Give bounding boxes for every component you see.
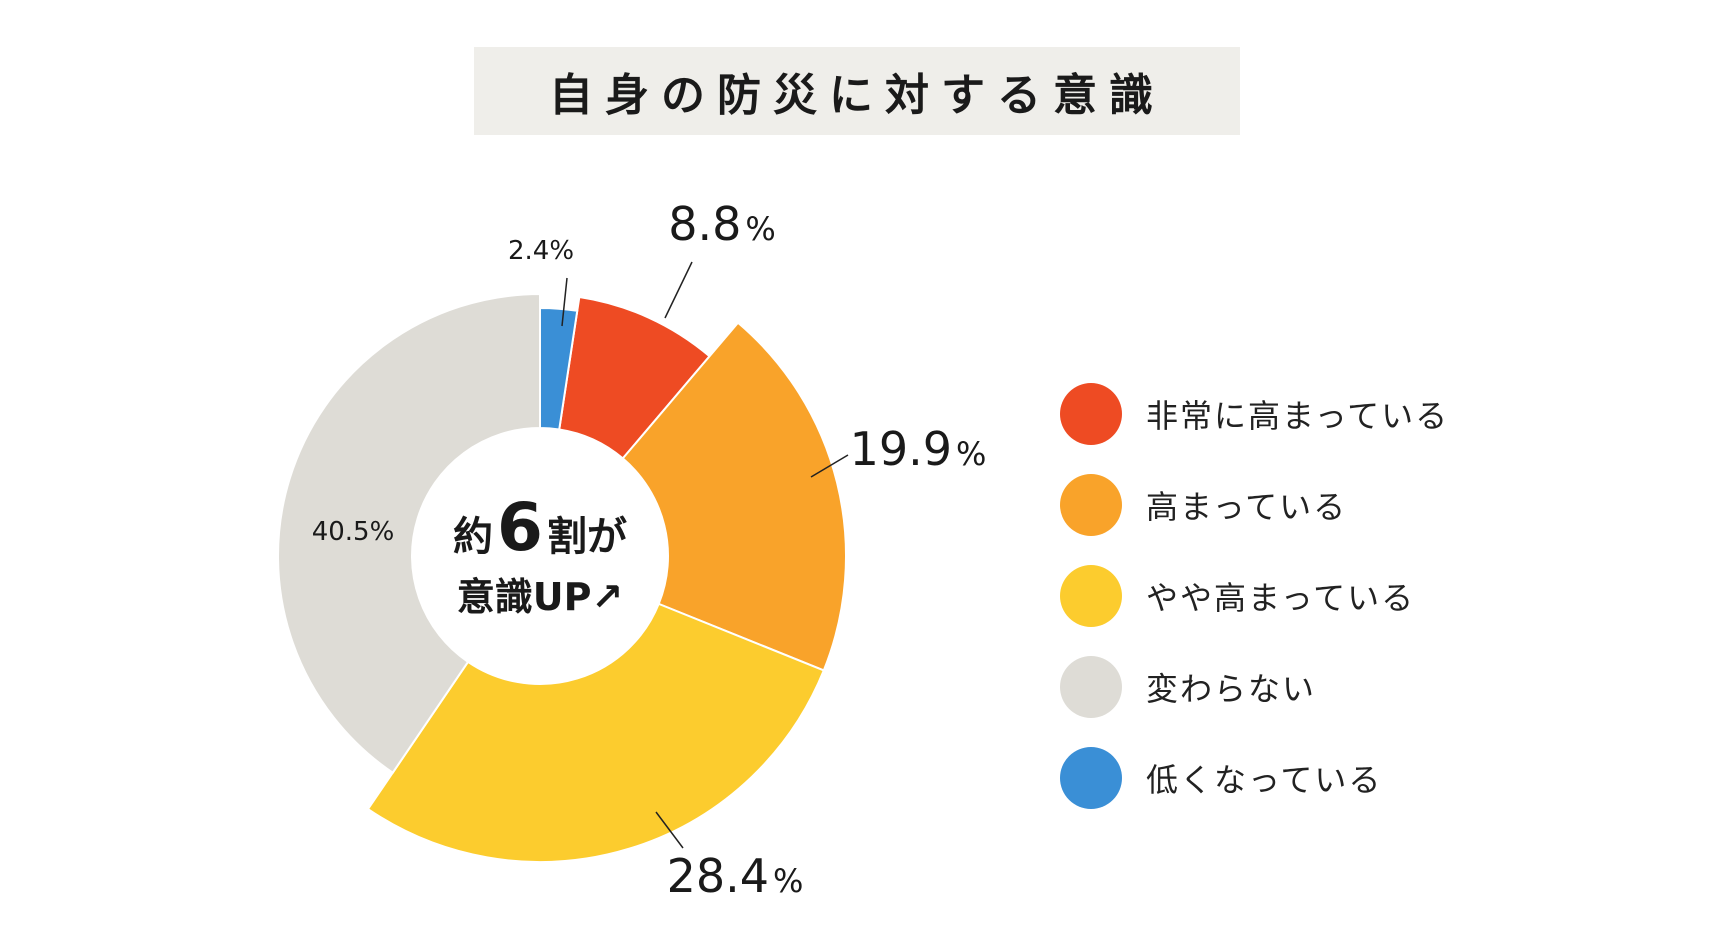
data-label: 19.9% <box>850 422 987 476</box>
center-text-prefix: 約 <box>453 514 493 560</box>
data-label-unit: % <box>956 435 986 473</box>
legend-label: 非常に高まっている <box>1146 396 1450 435</box>
legend-item: 変わらない <box>1060 641 1449 732</box>
data-label-value: 28.4 <box>667 849 769 903</box>
data-label: 8.8% <box>668 197 776 251</box>
legend-swatch <box>1060 473 1122 536</box>
data-label: 28.4% <box>667 849 804 903</box>
legend-item: 高まっている <box>1060 459 1449 550</box>
data-label: 2.4% <box>508 236 574 266</box>
legend-item: やや高まっている <box>1060 550 1449 641</box>
center-text-suffix: 割が <box>547 514 627 560</box>
legend: 非常に高まっている 高まっているやや高まっている 変わらない低くなっている <box>1060 368 1449 823</box>
legend-item: 非常に高まっている <box>1060 368 1449 459</box>
data-label: 40.5% <box>312 517 395 547</box>
center-text-line2: 意識UP↗ <box>457 575 624 619</box>
leader-line <box>655 811 684 849</box>
data-label-value: 40.5% <box>312 517 395 547</box>
legend-label: 変わらない <box>1146 669 1317 708</box>
legend-swatch <box>1060 564 1122 627</box>
leader-line <box>664 261 693 319</box>
chart-title: 自身の防災に対する意識 <box>549 70 1165 121</box>
legend-item: 低くなっている <box>1060 732 1449 823</box>
legend-swatch <box>1060 746 1122 809</box>
data-label-unit: % <box>773 862 803 900</box>
leader-line <box>561 277 568 327</box>
donut-hole <box>412 428 668 684</box>
center-text-line1: 約6 割が <box>453 489 627 566</box>
data-label-value: 19.9 <box>850 422 952 476</box>
data-label-value: 8.8 <box>668 197 741 251</box>
legend-label: 低くなっている <box>1146 760 1383 799</box>
legend-swatch <box>1060 655 1122 718</box>
data-label-value: 2.4% <box>508 236 574 266</box>
leader-line <box>810 454 849 478</box>
legend-label: 高まっている <box>1146 487 1348 526</box>
legend-swatch <box>1060 382 1122 445</box>
legend-label: やや高まっている <box>1146 578 1416 617</box>
data-label-unit: % <box>745 210 775 248</box>
chart-title-box: 自身の防災に対する意識 <box>474 47 1240 135</box>
center-text-number: 6 <box>497 489 543 566</box>
